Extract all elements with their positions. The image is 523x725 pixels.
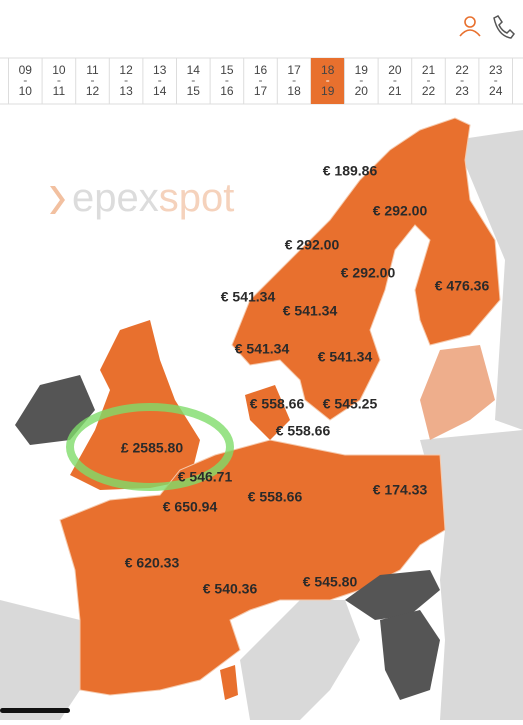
hour-cell[interactable]: 21 22: [422, 58, 446, 104]
price-label: € 292.00: [341, 265, 396, 281]
hour-from: 22: [455, 63, 469, 77]
price-label: £ 2585.80: [121, 440, 183, 456]
hour-cell[interactable]: 09 10: [19, 58, 43, 104]
hour-to: 19: [321, 84, 335, 98]
baltics: [420, 345, 495, 440]
hour-from: 15: [220, 63, 234, 77]
price-label: € 541.34: [235, 341, 290, 357]
hour-from: 19: [355, 63, 369, 77]
hour-cell[interactable]: 13 14: [153, 58, 177, 104]
hour-selector: 0910101111121213131414151516161717181819…: [8, 58, 513, 104]
hour-to: 15: [187, 84, 201, 98]
hour-from: 13: [153, 63, 167, 77]
corsica: [220, 665, 238, 700]
hour-from: 12: [119, 63, 133, 77]
logo-chevron: [50, 186, 65, 214]
denmark: [245, 385, 290, 440]
price-label: € 540.36: [203, 581, 258, 597]
hour-from: 17: [287, 63, 301, 77]
price-label: € 292.00: [285, 237, 340, 253]
price-label: € 650.94: [163, 499, 218, 515]
hour-to: 22: [422, 84, 436, 98]
hour-to: 23: [455, 84, 469, 98]
hour-from: 21: [422, 63, 436, 77]
hour-to: 24: [489, 84, 503, 98]
price-label: € 558.66: [276, 423, 331, 439]
price-label: € 541.34: [221, 289, 276, 305]
hour-to: 18: [287, 84, 301, 98]
serbia: [380, 610, 440, 700]
logo-part1: epex: [72, 176, 159, 220]
hour-from: 16: [254, 63, 268, 77]
hour-to: 21: [388, 84, 402, 98]
hour-from: 23: [489, 63, 503, 77]
hour-to: 13: [119, 84, 133, 98]
hour-from: 20: [388, 63, 402, 77]
hour-from: 18: [321, 63, 335, 77]
price-label: € 558.66: [248, 489, 303, 505]
hour-to: 14: [153, 84, 167, 98]
hour-to: 17: [254, 84, 268, 98]
price-label: € 174.33: [373, 482, 428, 498]
highlight-circle: [66, 403, 234, 491]
price-label: € 558.66: [250, 396, 305, 412]
price-label: € 545.80: [303, 574, 358, 590]
user-icon[interactable]: [459, 16, 481, 37]
hour-from: 14: [187, 63, 201, 77]
hour-from: 09: [19, 63, 33, 77]
logo-part2: spot: [159, 176, 235, 220]
hour-cell[interactable]: 11 12: [86, 58, 110, 104]
price-label: € 541.34: [283, 303, 338, 319]
land-gray: [0, 600, 80, 720]
hour-to: 11: [53, 84, 66, 98]
hour-to: 12: [86, 84, 100, 98]
hour-cell[interactable]: 12 13: [119, 58, 144, 104]
land-gray: [455, 130, 523, 430]
price-label: € 546.71: [178, 469, 233, 485]
phone-icon[interactable]: [493, 15, 515, 39]
hour-cell[interactable]: 14 15: [187, 58, 211, 104]
home-indicator: [0, 708, 70, 713]
price-label: € 476.36: [435, 278, 490, 294]
nordic: [231, 117, 501, 421]
hour-to: 20: [355, 84, 369, 98]
land-gray: [420, 430, 523, 720]
hour-from: 10: [52, 63, 66, 77]
hour-to: 10: [19, 84, 33, 98]
hour-to: 16: [220, 84, 234, 98]
price-labels: € 189.86€ 292.00€ 292.00€ 292.00€ 476.36…: [121, 163, 490, 597]
price-label: € 620.33: [125, 555, 180, 571]
hour-cell[interactable]: 23 24: [489, 58, 513, 104]
hungary: [345, 570, 440, 620]
price-label: € 545.25: [323, 396, 378, 412]
hour-cell[interactable]: 10 11: [52, 58, 77, 104]
price-label: € 189.86: [323, 163, 378, 179]
hour-from: 11: [86, 63, 99, 77]
logo-text: epexspot: [72, 176, 234, 220]
land-gray: [240, 600, 360, 720]
price-label: € 541.34: [318, 349, 373, 365]
price-label: € 292.00: [373, 203, 428, 219]
hour-cell[interactable]: 22 23: [455, 58, 480, 104]
